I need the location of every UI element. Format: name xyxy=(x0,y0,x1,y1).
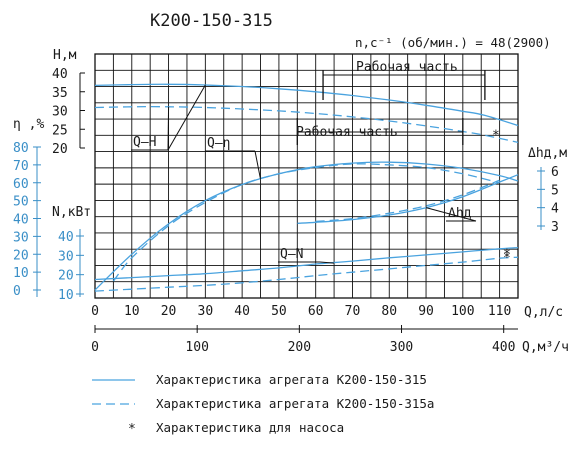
efficiency-tick-label: 30 xyxy=(13,230,29,245)
q-ls-tick-label: 30 xyxy=(198,304,214,319)
efficiency-axis-label: η ,% xyxy=(13,117,44,132)
legend-swatch-star: * xyxy=(128,422,136,437)
q-ls-axis-label: Q,л/с xyxy=(524,305,563,320)
npsh-tick-label: 4 xyxy=(551,202,559,217)
q-ls-tick-label: 90 xyxy=(418,304,434,319)
power-curve-label-leader xyxy=(319,261,335,264)
efficiency-tick-label: 40 xyxy=(13,213,29,228)
legend-item-solid: Характеристика агрегата К200-150-315 xyxy=(156,372,427,387)
power-tick-label: 20 xyxy=(58,269,74,284)
head-tick-label: 20 xyxy=(52,142,68,157)
q-ls-tick-label: 80 xyxy=(381,304,397,319)
efficiency-tick-label: 20 xyxy=(13,248,29,263)
head-curve-solid xyxy=(94,83,519,127)
efficiency-curve-dashed xyxy=(112,163,500,282)
legend: Характеристика агрегата К200-150-315 Хара… xyxy=(92,372,434,437)
q-m3h-tick-label: 100 xyxy=(185,340,208,355)
head-tick-label: 40 xyxy=(52,67,68,82)
q-m3h-tick-label: 300 xyxy=(390,340,413,355)
efficiency-curve-label-leader xyxy=(254,150,262,180)
power-curve-label: Q–N xyxy=(280,247,303,262)
q-ls-tick-label: 100 xyxy=(451,304,474,319)
working-range-label: Рабочая часть xyxy=(356,60,458,75)
q-ls-tick-label: 110 xyxy=(488,304,511,319)
pump-point-mark: * xyxy=(492,129,500,144)
npsh-tick-label: 3 xyxy=(551,220,559,235)
chart-title: К200-150-315 xyxy=(150,11,273,31)
speed-label: n,c⁻¹ (об/мин.) = 48(2900) xyxy=(355,35,551,50)
npsh-axis-label: Δhд,м xyxy=(528,146,567,161)
q-m3h-tick-label: 0 xyxy=(91,340,99,355)
legend-item-dashed: Характеристика агрегата К200-150-315а xyxy=(156,396,434,411)
npsh-curve-solid xyxy=(297,174,519,224)
q-m3h-tick-label: 400 xyxy=(492,340,515,355)
q-ls-tick-label: 70 xyxy=(345,304,361,319)
plot-frame xyxy=(94,53,519,299)
efficiency-tick-label: 60 xyxy=(13,177,29,192)
q-m3h-axis-label: Q,м³/ч xyxy=(522,340,569,355)
efficiency-curve-label: Q–η xyxy=(207,136,230,151)
efficiency-curve-solid xyxy=(94,161,519,291)
q-m3h-tick-label: 200 xyxy=(288,340,311,355)
power-tick-label: 40 xyxy=(58,230,74,245)
power-curve-dashed xyxy=(94,256,519,292)
efficiency-tick-label: 70 xyxy=(13,159,29,174)
npsh-curve-label-leader xyxy=(425,207,477,222)
q-ls-tick-label: 40 xyxy=(234,304,250,319)
efficiency-tick-label: 0 xyxy=(13,284,21,299)
npsh-curve-label: Δhд xyxy=(448,206,472,221)
legend-item-star: Характеристика для насоса xyxy=(156,420,344,435)
q-ls-tick-label: 20 xyxy=(161,304,177,319)
npsh-tick-label: 6 xyxy=(551,165,559,180)
head-tick-label: 30 xyxy=(52,105,68,120)
head-curve-label-leader-2 xyxy=(167,106,170,151)
pump-point-mark: * xyxy=(503,247,511,262)
npsh-tick-label: 5 xyxy=(551,183,559,198)
working-range-eff-label: Рабочая часть xyxy=(296,125,398,140)
power-tick-label: 10 xyxy=(58,288,74,303)
power-tick-label: 30 xyxy=(58,249,74,264)
q-ls-tick-label: 50 xyxy=(271,304,287,319)
power-axis-label: N,кВт xyxy=(52,205,91,220)
efficiency-tick-label: 80 xyxy=(13,141,29,156)
pump-point-mark: * xyxy=(503,251,511,266)
npsh-curve-dashed xyxy=(315,179,500,223)
head-curve-label-leader xyxy=(167,84,206,151)
head-curve-label: Q–H xyxy=(133,135,156,150)
power-curve-solid xyxy=(94,246,519,281)
head-tick-label: 25 xyxy=(52,123,68,138)
head-axis-label: Н,м xyxy=(53,48,77,63)
q-ls-tick-label: 60 xyxy=(308,304,324,319)
q-ls-tick-label: 10 xyxy=(124,304,140,319)
q-ls-tick-label: 0 xyxy=(91,304,99,319)
efficiency-tick-label: 50 xyxy=(13,195,29,210)
efficiency-tick-label: 10 xyxy=(13,266,29,281)
head-tick-label: 35 xyxy=(52,86,68,101)
